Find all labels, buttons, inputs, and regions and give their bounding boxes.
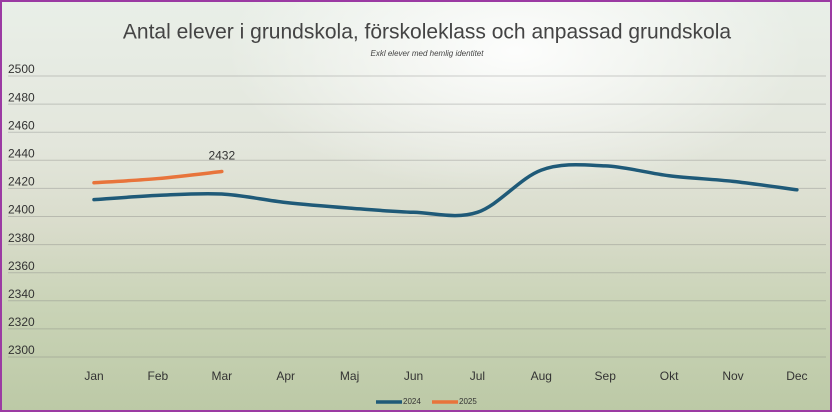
x-tick-label: Jan: [84, 369, 103, 383]
x-tick-label: Apr: [276, 369, 295, 383]
y-tick-label: 2380: [8, 231, 35, 245]
y-tick-label: 2360: [8, 259, 35, 273]
chart: Antal elever i grundskola, förskoleklass…: [0, 0, 832, 412]
y-tick-label: 2400: [8, 203, 35, 217]
x-tick-label: Sep: [595, 369, 617, 383]
chart-title: Antal elever i grundskola, förskoleklass…: [123, 21, 732, 44]
x-tick-label: Mar: [211, 369, 232, 383]
y-tick-label: 2460: [8, 118, 35, 132]
y-tick-label: 2500: [8, 62, 35, 76]
x-tick-label: Nov: [722, 369, 743, 383]
x-tick-label: Aug: [531, 369, 552, 383]
x-tick-label: Maj: [340, 369, 359, 383]
x-tick-label: Feb: [148, 369, 169, 383]
x-tick-label: Jul: [470, 369, 485, 383]
x-tick-label: Okt: [660, 369, 679, 383]
y-tick-label: 2320: [8, 315, 35, 329]
y-tick-label: 2480: [8, 90, 35, 104]
legend-label: 2024: [403, 397, 421, 406]
y-tick-label: 2300: [8, 343, 35, 357]
y-tick-label: 2440: [8, 146, 35, 160]
legend-label: 2025: [459, 397, 477, 406]
x-tick-label: Jun: [404, 369, 423, 383]
y-tick-label: 2420: [8, 175, 35, 189]
x-tick-label: Dec: [786, 369, 807, 383]
y-tick-label: 2340: [8, 287, 35, 301]
chart-subtitle: Exkl elever med hemlig identitet: [371, 49, 485, 58]
background-light: [2, 2, 830, 410]
data-label: 2432: [208, 149, 235, 163]
